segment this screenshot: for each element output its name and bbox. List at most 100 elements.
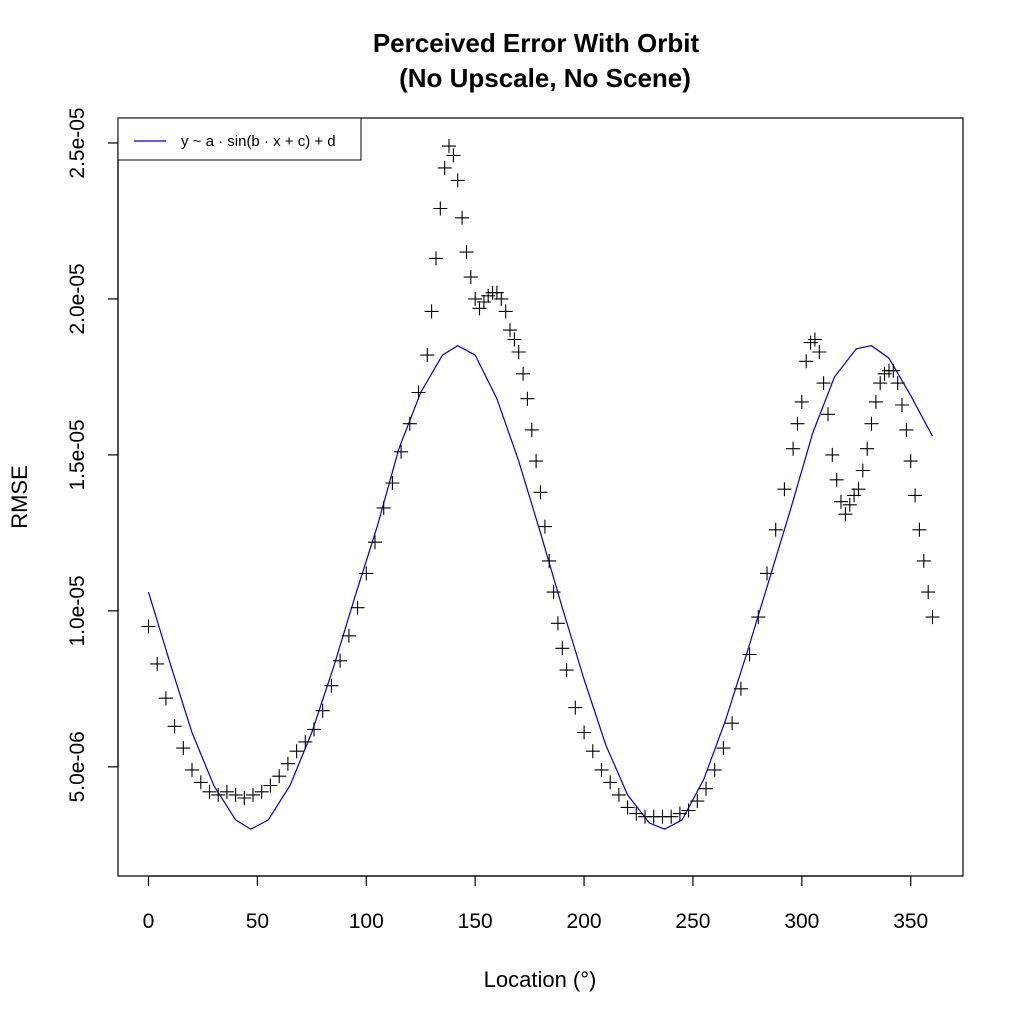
data-point: [219, 784, 234, 799]
x-tick-label: 300: [784, 910, 819, 933]
data-point: [498, 304, 513, 319]
data-point: [908, 488, 923, 503]
data-point: [533, 485, 548, 500]
x-tick-label: 150: [458, 910, 493, 933]
data-point: [307, 722, 321, 737]
data-point: [193, 775, 208, 790]
data-point: [150, 656, 165, 671]
x-tick-label: 200: [567, 910, 602, 933]
data-point: [559, 663, 574, 678]
observed-points-group: [141, 139, 940, 824]
data-point: [503, 323, 517, 338]
data-point: [420, 348, 435, 363]
data-point: [333, 653, 348, 668]
data-point: [873, 376, 888, 391]
y-axis-label: RMSE: [7, 465, 32, 529]
legend-box: [117, 117, 362, 161]
data-point: [842, 497, 857, 512]
data-point: [777, 482, 792, 497]
data-point: [860, 441, 875, 456]
data-point: [733, 681, 748, 696]
data-point: [524, 422, 539, 437]
data-point: [298, 734, 313, 749]
data-point: [459, 245, 474, 260]
data-point: [751, 610, 766, 625]
data-point: [289, 744, 304, 759]
legend: y ~ a · sin(b · x + c) + d: [117, 117, 362, 161]
data-point: [211, 787, 226, 802]
legend-label: y ~ a · sin(b · x + c) + d: [181, 133, 336, 150]
data-point: [664, 809, 679, 824]
data-point: [424, 304, 439, 319]
data-point: [742, 647, 757, 662]
data-point: [550, 616, 565, 631]
data-point: [585, 744, 600, 759]
x-axis-label: Location (°): [484, 967, 597, 992]
data-point: [864, 416, 879, 431]
data-point: [903, 454, 918, 469]
data-point: [442, 139, 456, 154]
data-point: [167, 719, 182, 734]
data-point: [681, 803, 696, 818]
data-point: [272, 769, 287, 784]
x-tick-label: 0: [143, 910, 155, 933]
data-point: [868, 394, 883, 409]
data-point: [376, 500, 391, 515]
data-point: [629, 806, 644, 821]
data-point: [925, 610, 940, 625]
data-point: [246, 787, 260, 802]
data-point: [202, 784, 217, 799]
data-point: [429, 251, 443, 266]
y-tick-label: 1.0e-05: [66, 575, 89, 646]
data-point: [450, 173, 465, 188]
data-point: [529, 454, 544, 469]
data-point: [825, 447, 840, 462]
data-point: [468, 291, 483, 306]
data-point: [895, 398, 909, 412]
chart-title-line2: (No Upscale, No Scene): [399, 63, 691, 93]
data-point: [690, 794, 705, 809]
y-tick-label: 2.5e-05: [66, 107, 89, 178]
data-point: [886, 363, 901, 378]
data-point: [546, 585, 561, 600]
y-tick-label: 5.0e-06: [66, 731, 89, 802]
data-point: [807, 332, 822, 347]
data-point: [141, 619, 156, 634]
data-point: [794, 394, 809, 409]
data-point: [394, 444, 409, 459]
x-tick-label: 250: [675, 910, 710, 933]
data-point: [350, 600, 365, 615]
data-point: [699, 781, 713, 796]
data-point: [228, 787, 243, 802]
data-point: [899, 422, 914, 437]
data-point: [437, 160, 452, 175]
data-point: [411, 385, 426, 400]
data-point: [890, 376, 905, 391]
data-point: [594, 762, 609, 777]
data-point: [433, 201, 448, 216]
data-point: [821, 407, 835, 422]
data-point: [760, 566, 774, 581]
data-point: [799, 354, 814, 369]
data-point: [463, 270, 478, 285]
data-point: [577, 725, 592, 740]
data-point: [254, 784, 269, 799]
data-point: [280, 756, 295, 771]
data-point: [542, 553, 557, 568]
data-point: [455, 210, 470, 225]
data-point: [829, 472, 844, 487]
data-point: [725, 716, 740, 731]
x-tick-label: 100: [349, 910, 384, 933]
y-tick-label: 1.5e-05: [66, 419, 89, 490]
data-point: [520, 391, 535, 406]
data-point: [511, 345, 526, 359]
fit-curve-group: [147, 345, 934, 830]
data-point: [568, 700, 583, 715]
data-point: [494, 291, 509, 306]
data-point: [716, 741, 731, 756]
x-axis: 0 50 100 150 200 250 300 350: [143, 875, 928, 933]
data-point: [855, 463, 870, 478]
